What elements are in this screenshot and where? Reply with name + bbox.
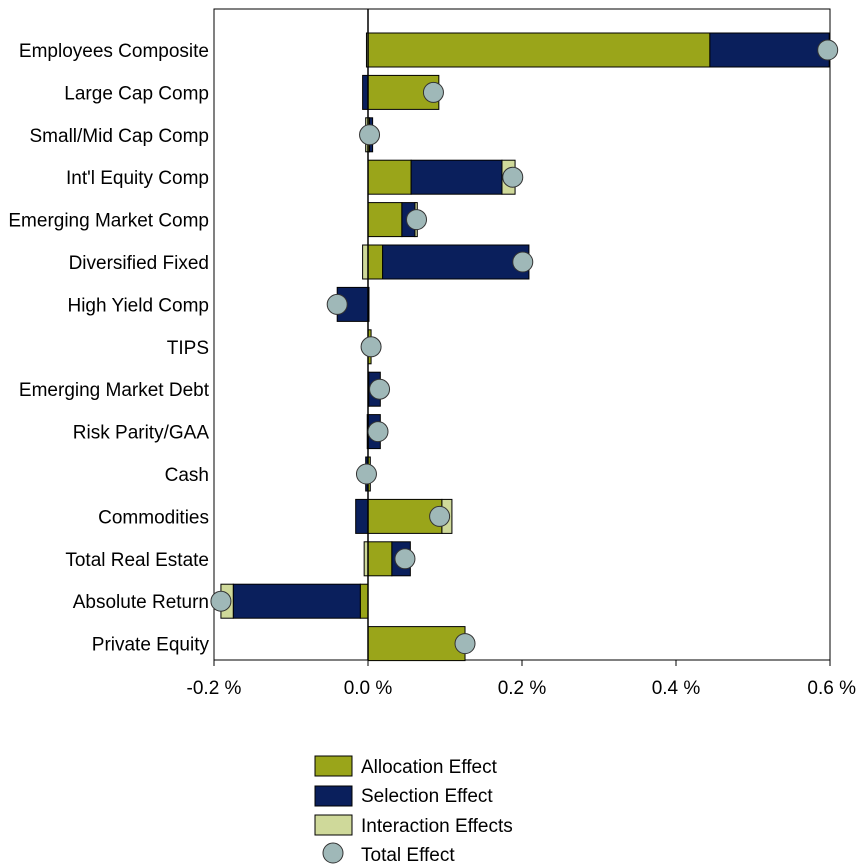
legend-label-total: Total Effect: [361, 845, 455, 866]
legend-label-allocation: Allocation Effect: [361, 757, 498, 778]
bar-allocation-effect-emerging-market-comp: [367, 202, 403, 238]
plot-frame: [213, 8, 831, 661]
bar-selection-effect-absolute-return: [232, 583, 361, 619]
bar-allocation-effect-int-l-equity-comp: [367, 159, 412, 195]
total-effect-marker-absolute-return: [210, 590, 232, 612]
x-tick-label: 0.2 %: [498, 678, 547, 699]
total-effect-marker-small-mid-cap-comp: [359, 124, 381, 146]
category-label-tips: TIPS: [167, 338, 209, 359]
bar-selection-effect-int-l-equity-comp: [410, 159, 503, 195]
category-label-int-l-equity-comp: Int'l Equity Comp: [66, 168, 209, 189]
total-effect-marker-emerging-market-comp: [406, 209, 428, 231]
bar-interaction-effects-diversified-fixed: [362, 244, 369, 280]
total-effect-marker-tips: [360, 336, 382, 358]
legend-swatch-interaction: [314, 814, 353, 836]
category-labels: Employees Composite Large Cap Comp Small/M…: [8, 41, 209, 656]
legend: Allocation Effect Selection Effect Inter…: [314, 755, 513, 866]
x-tick-label: -0.2 %: [187, 678, 242, 699]
total-effect-marker-employees-composite: [817, 39, 839, 61]
x-tick-label: 0.0 %: [344, 678, 393, 699]
category-label-cash: Cash: [165, 465, 209, 486]
bar-allocation-effect-employees-composite: [367, 32, 711, 68]
total-effect-markers: [210, 39, 839, 655]
category-label-private-equity: Private Equity: [92, 635, 210, 656]
legend-label-selection: Selection Effect: [361, 786, 493, 807]
x-tick-label: 0.6 %: [807, 678, 856, 699]
legend-swatch-selection: [314, 785, 353, 807]
category-label-high-yield-comp: High Yield Comp: [67, 295, 209, 316]
category-label-diversified-fixed: Diversified Fixed: [69, 253, 209, 274]
total-effect-marker-emerging-market-debt: [369, 378, 391, 400]
category-label-employees-composite: Employees Composite: [19, 41, 209, 62]
total-effect-marker-diversified-fixed: [512, 251, 534, 273]
total-effect-marker-int-l-equity-comp: [502, 166, 524, 188]
legend-label-interaction: Interaction Effects: [361, 816, 513, 837]
bar-allocation-effect-private-equity: [367, 626, 466, 662]
legend-swatch-allocation: [314, 755, 353, 777]
total-effect-marker-total-real-estate: [394, 548, 416, 570]
bar-selection-effect-employees-composite: [709, 32, 830, 68]
total-effect-marker-large-cap-comp: [422, 81, 444, 103]
bar-selection-effect-large-cap-comp: [362, 74, 369, 110]
total-effect-marker-commodities: [429, 505, 451, 527]
bar-allocation-effect-diversified-fixed: [367, 244, 384, 280]
total-effect-marker-private-equity: [454, 633, 476, 655]
category-label-emerging-market-debt: Emerging Market Debt: [19, 380, 210, 401]
category-label-risk-parity-gaa: Risk Parity/GAA: [73, 423, 210, 444]
total-effect-marker-cash: [355, 463, 377, 485]
legend-marker-total: [322, 842, 344, 864]
bar-allocation-effect-absolute-return: [359, 583, 369, 619]
bar-selection-effect-commodities: [355, 498, 369, 534]
bar-selection-effect-diversified-fixed: [382, 244, 530, 280]
category-label-emerging-market-comp: Emerging Market Comp: [8, 211, 209, 232]
x-axis-ticks: -0.2 % 0.0 % 0.2 % 0.4 % 0.6 %: [187, 660, 856, 699]
category-label-small-mid-cap-comp: Small/Mid Cap Comp: [30, 126, 210, 147]
total-effect-marker-high-yield-comp: [326, 293, 348, 315]
x-tick-label: 0.4 %: [652, 678, 701, 699]
bar-allocation-effect-total-real-estate: [367, 541, 393, 577]
total-effect-marker-risk-parity-gaa: [367, 421, 389, 443]
category-label-commodities: Commodities: [98, 507, 209, 528]
category-label-total-real-estate: Total Real Estate: [65, 550, 209, 571]
category-label-large-cap-comp: Large Cap Comp: [64, 83, 209, 104]
category-label-absolute-return: Absolute Return: [73, 592, 209, 613]
